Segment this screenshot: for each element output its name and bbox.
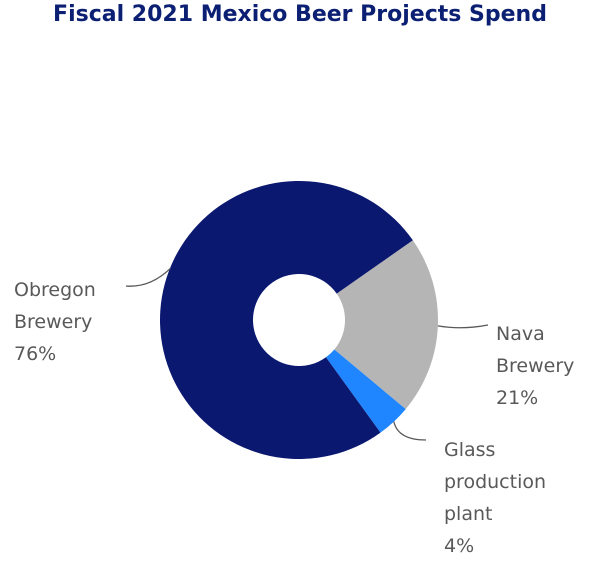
slice-label-nava-brewery: Nava Brewery 21% xyxy=(496,323,575,409)
leader-line-glass-production-plant xyxy=(393,421,427,441)
donut-slice-obregon-brewery xyxy=(160,181,413,459)
slice-label-obregon-brewery: Obregon Brewery 76% xyxy=(14,279,96,365)
leader-line-obregon-brewery xyxy=(125,267,171,287)
leader-line-nava-brewery xyxy=(437,324,489,329)
donut-slice-glass-production-plant xyxy=(325,349,406,433)
donut-slice-nava-brewery xyxy=(334,240,438,410)
slice-label-glass-production-plant: Glass production plant 4% xyxy=(444,439,547,557)
chart-title: Fiscal 2021 Mexico Beer Projects Spend xyxy=(53,2,547,27)
